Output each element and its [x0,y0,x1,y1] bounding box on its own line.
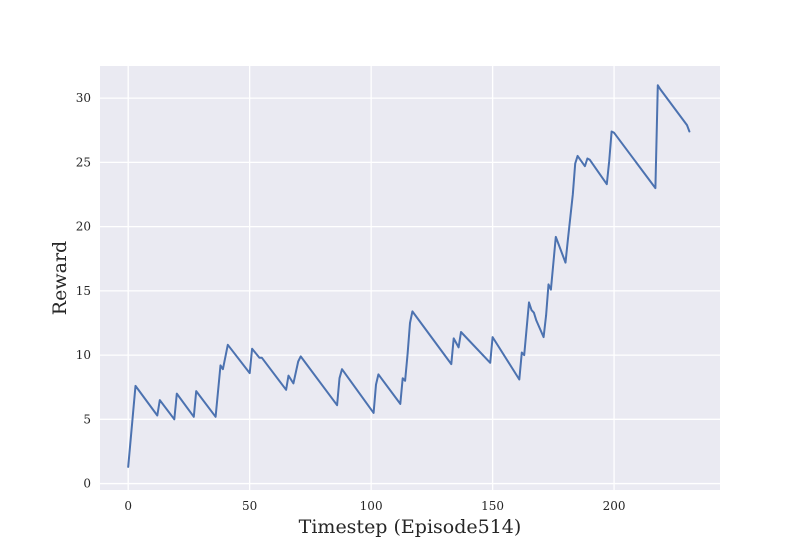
grid-lines [100,66,720,490]
y-tick-label: 10 [76,348,91,362]
x-tick-label: 50 [242,499,257,513]
y-tick-label: 5 [83,412,91,426]
y-tick-label: 0 [83,477,91,491]
series-group [127,84,691,468]
y-tick-label: 20 [76,220,91,234]
reward-series-line [127,84,691,468]
x-tick-label: 100 [360,499,383,513]
x-tick-label: 200 [603,499,626,513]
plot-area [100,66,720,490]
y-tick-label: 25 [76,155,91,169]
y-axis-label: Reward [49,241,71,315]
y-tick-label: 15 [76,284,91,298]
x-tick-label: 0 [124,499,132,513]
tick-labels: 0 50 100 150 200 0 5 10 15 20 25 30 [76,91,626,513]
x-axis-label: Timestep (Episode514) [299,516,522,538]
x-tick-label: 150 [481,499,504,513]
y-tick-label: 30 [76,91,91,105]
